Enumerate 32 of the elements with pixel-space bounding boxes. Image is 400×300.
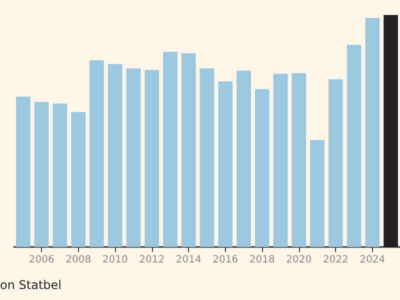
bar	[310, 140, 324, 247]
bar	[144, 70, 160, 247]
x-tick-label: 2024	[360, 254, 386, 266]
x-tick-label: 2008	[66, 254, 92, 266]
x-tick-label: 2016	[212, 254, 238, 266]
bar	[163, 52, 178, 247]
bar	[181, 53, 196, 247]
text: on Statbel	[0, 278, 62, 292]
x-tick-label: 2018	[249, 254, 275, 266]
x-tick-label: 2022	[322, 254, 348, 266]
bar	[365, 18, 380, 247]
bar	[90, 60, 104, 247]
bar	[236, 70, 251, 247]
x-tick-label: 2020	[286, 254, 312, 266]
bar	[16, 96, 30, 247]
x-tick-label: 2006	[28, 254, 54, 266]
bar	[126, 68, 141, 247]
x-tick-label: 2010	[102, 254, 128, 266]
bar	[108, 64, 122, 247]
bar	[292, 73, 306, 247]
bar	[384, 15, 398, 247]
bar	[254, 89, 270, 247]
bar	[273, 74, 288, 247]
bar	[71, 112, 86, 247]
bar	[34, 102, 49, 247]
bar	[328, 79, 343, 247]
bar	[346, 44, 362, 247]
x-tick-label: 2012	[139, 254, 165, 266]
bar	[52, 104, 68, 247]
bar	[218, 81, 233, 247]
bar	[200, 68, 214, 247]
x-tick-label: 2014	[176, 254, 202, 266]
